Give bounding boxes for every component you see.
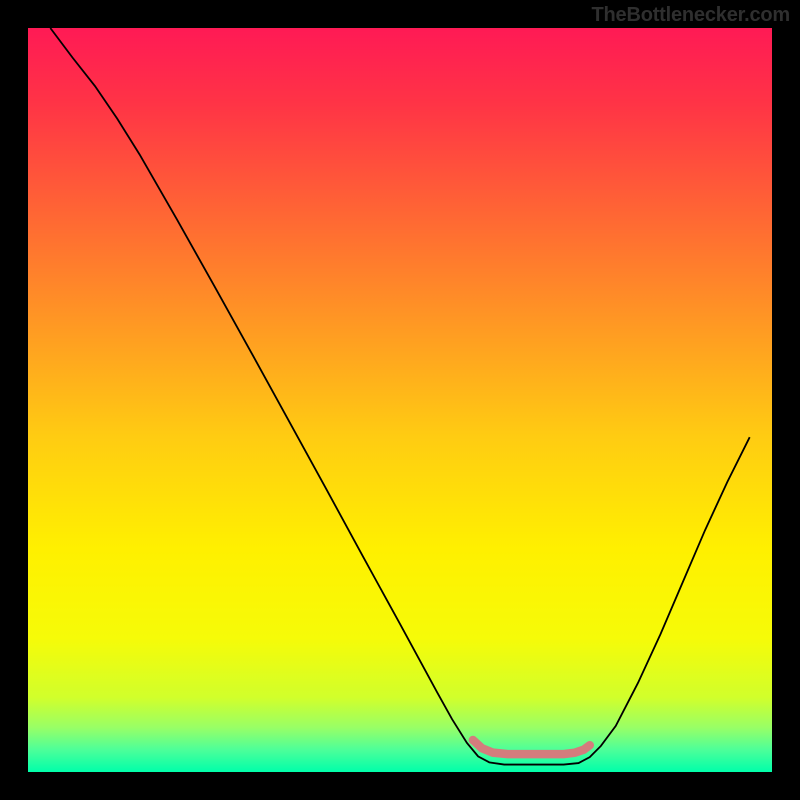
bottleneck-chart [0,0,800,800]
plot-gradient-background [28,28,772,772]
figure: TheBottlenecker.com [0,0,800,800]
